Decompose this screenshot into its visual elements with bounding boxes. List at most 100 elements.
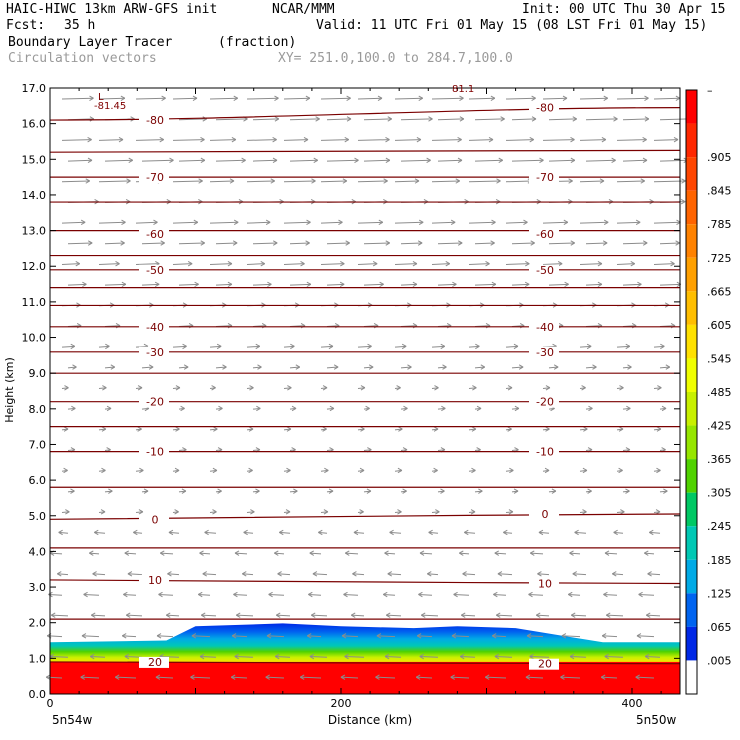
wind-vector [468, 261, 490, 267]
wind-vector [283, 95, 311, 101]
wind-vector [400, 281, 418, 288]
wind-vector [46, 633, 63, 639]
wind-vector [67, 488, 75, 494]
wind-vector [231, 633, 248, 639]
wind-vector [474, 281, 497, 288]
wind-vector [468, 385, 477, 391]
wind-vector [572, 571, 587, 577]
wind-vector [199, 550, 211, 556]
wind-vector [464, 529, 476, 536]
wind-vector [90, 612, 106, 618]
wind-vector [135, 219, 158, 226]
wind-vector [653, 136, 679, 143]
wind-vector [569, 653, 587, 660]
wind-vector [363, 240, 390, 246]
wind-vector [172, 343, 187, 350]
wind-vector [579, 261, 603, 267]
contour-label: 0 [542, 508, 549, 521]
wind-vector [141, 281, 160, 288]
wind-vector [209, 426, 218, 432]
wind-vector [67, 281, 87, 288]
wind-vector [653, 95, 681, 101]
contour-label: 0 [152, 513, 159, 526]
wind-vector [494, 550, 507, 556]
wind-vector [363, 281, 384, 288]
wind-vector [246, 509, 255, 515]
wind-vector [493, 591, 507, 598]
wind-vector [83, 591, 100, 598]
wind-vector [344, 653, 365, 660]
wind-vector [61, 426, 69, 432]
y-tick-label: 0.0 [29, 688, 47, 701]
wind-vector [394, 136, 422, 143]
wind-vector [622, 240, 648, 246]
wind-vector [431, 343, 446, 350]
y-tick-label: 15.0 [22, 153, 47, 166]
wind-vector [431, 136, 462, 143]
wind-vector [363, 364, 374, 370]
wind-vector [437, 281, 457, 288]
wind-vector [462, 571, 476, 577]
wind-vector [252, 281, 272, 288]
wind-vector [561, 633, 581, 639]
wind-vector [135, 467, 144, 474]
wind-vector [135, 509, 144, 515]
wind-vector [289, 116, 320, 122]
wind-vector [400, 116, 433, 122]
wind-vector [243, 529, 254, 536]
wind-vector [616, 95, 649, 101]
wind-vector [308, 591, 322, 598]
wind-vector [289, 281, 312, 288]
wind-vector [542, 467, 550, 474]
wind-vector [604, 550, 618, 556]
wind-vector [104, 281, 127, 288]
y-tick-label: 7.0 [29, 438, 47, 451]
wind-vector [622, 364, 632, 370]
wind-vector [61, 219, 86, 226]
wind-vector [178, 240, 205, 246]
wind-vector [104, 488, 113, 494]
wind-vector [178, 488, 187, 494]
wind-vector [505, 261, 530, 267]
wind-vector [579, 95, 608, 101]
wind-vector [61, 178, 90, 184]
colorbar-frame [685, 89, 698, 695]
wind-vector [94, 529, 106, 536]
contour-label: -30 [536, 346, 554, 359]
wind-vector [548, 281, 569, 288]
field-name: Boundary Layer Tracer [8, 35, 173, 50]
wind-vector [542, 95, 568, 101]
wind-vector [98, 261, 120, 267]
wind-vector [451, 633, 470, 639]
colorbar-label: .425 [707, 420, 732, 433]
wind-vector [579, 467, 588, 474]
colorbar-label: .785 [707, 218, 732, 231]
wind-vector [579, 178, 605, 184]
wind-vector [491, 633, 507, 639]
wind-vector [283, 136, 309, 143]
wind-vector [268, 591, 285, 598]
wind-vector [98, 467, 106, 474]
plot-frame [49, 87, 681, 695]
wind-vector [616, 261, 636, 267]
wind-vector [246, 261, 266, 267]
wind-vector [474, 116, 505, 122]
init-time: Init: 00 UTC Thu 30 Apr 15 [522, 2, 726, 17]
contour-label: -50 [146, 264, 164, 277]
contour-label: -10 [536, 446, 554, 459]
wind-vector [538, 529, 550, 536]
wind-vector [427, 571, 439, 577]
wind-vector [61, 509, 70, 515]
colorbar-label: .005 [707, 654, 732, 667]
wind-vector [58, 529, 69, 536]
wind-vector [198, 591, 211, 598]
wind-vector [653, 426, 662, 432]
wind-vector [209, 467, 218, 474]
wind-vector [320, 219, 343, 226]
wind-vector [653, 343, 665, 350]
wind-vector [394, 509, 402, 515]
wind-vector [468, 95, 496, 101]
colorbar-label: .365 [707, 453, 732, 466]
temperature-contours: -80 -80 -70 -70 -60 -60 -50 -50 -40 -40 -30 -30 -20 -… [49, 102, 681, 671]
